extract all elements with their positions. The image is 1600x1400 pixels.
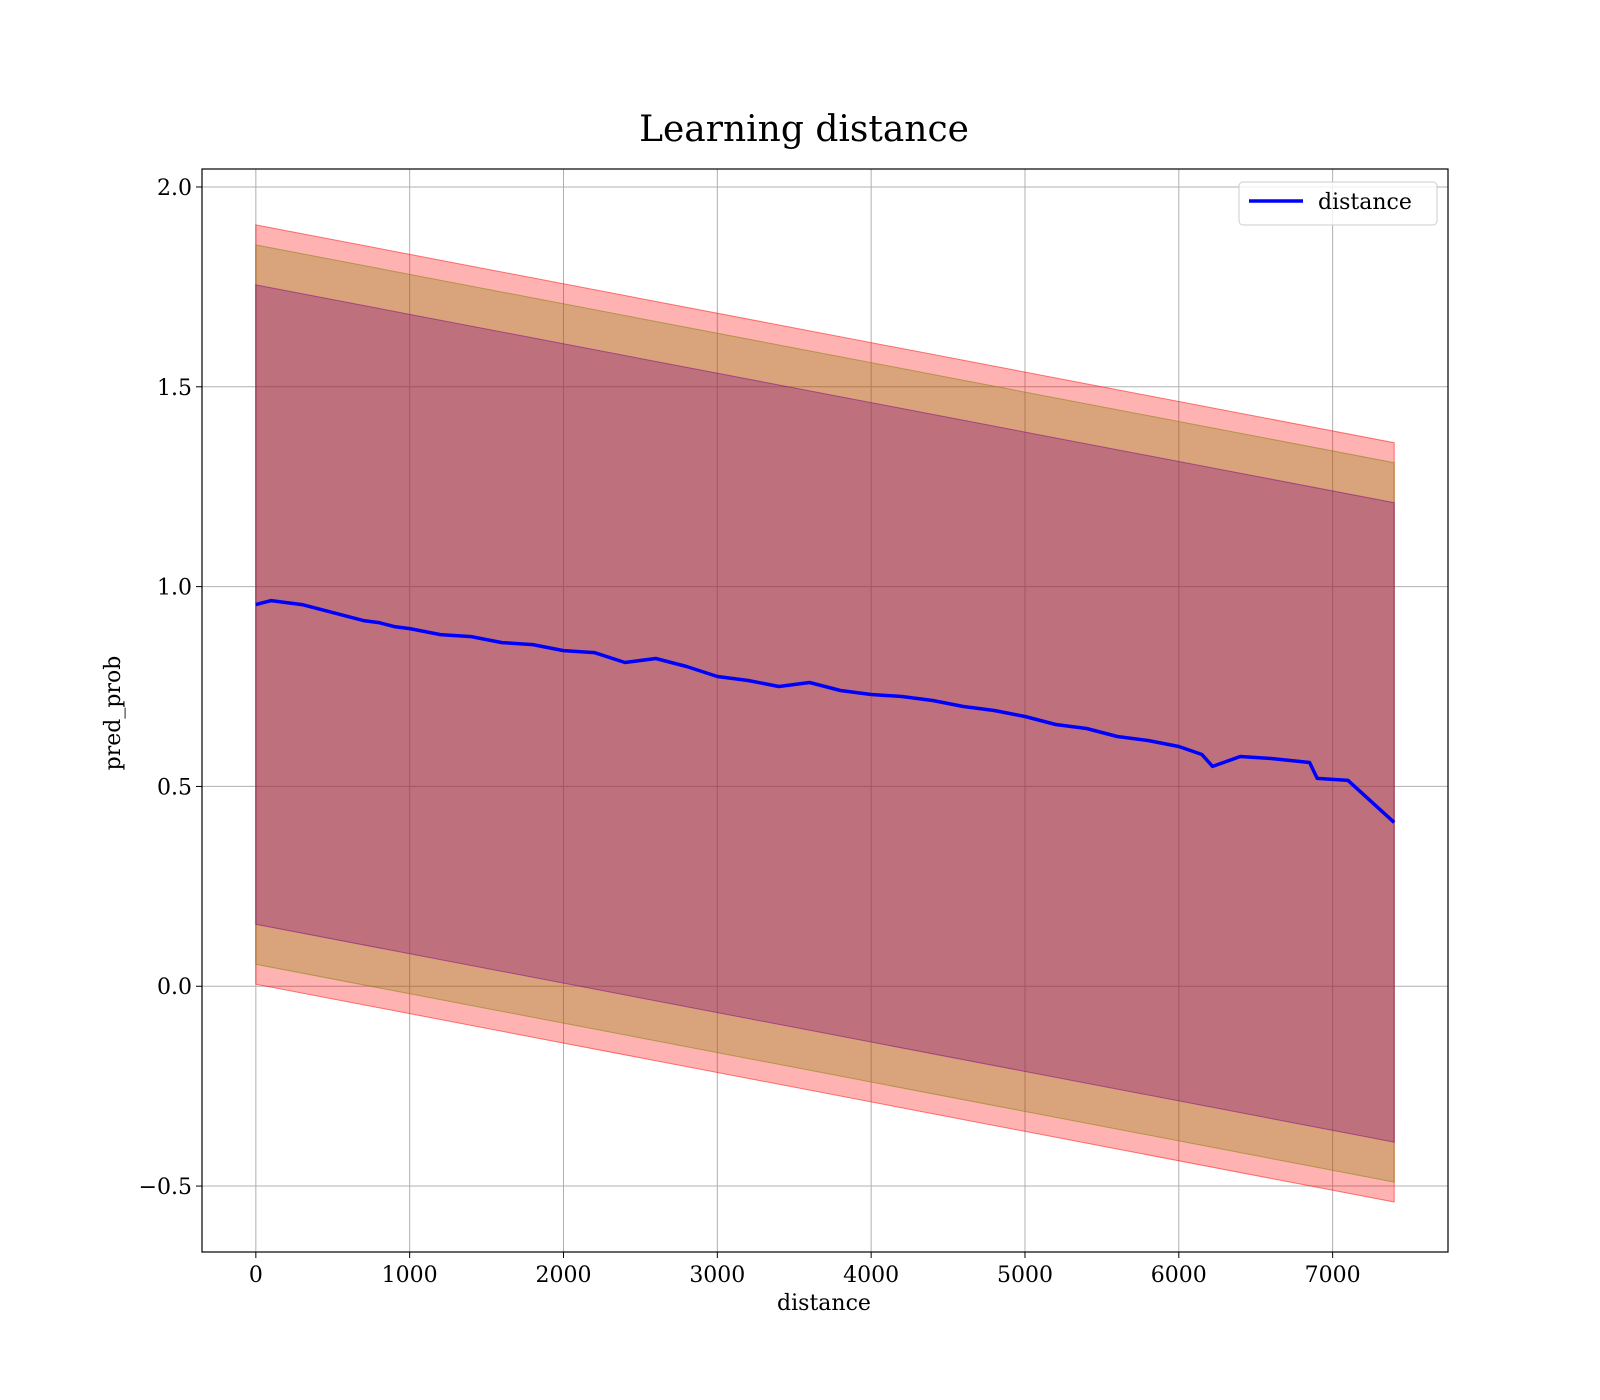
x-tick-label: 7000 <box>1305 1263 1361 1288</box>
series-line-distance <box>255 598 1396 824</box>
legend-box <box>1238 181 1438 226</box>
x-axis-label: distance <box>777 1291 871 1316</box>
y-tick-label: 1.0 <box>157 576 192 601</box>
x-tick-label: 3000 <box>689 1263 745 1288</box>
y-tick-label: 0.5 <box>157 775 192 800</box>
x-tick-label: 2000 <box>535 1263 591 1288</box>
x-axis: 0 1000 2000 3000 4000 5000 6000 7000 <box>249 1252 1361 1288</box>
x-tick-label: 6000 <box>1151 1263 1207 1288</box>
band-2 <box>255 284 1395 1143</box>
y-tick-label: 1.5 <box>157 376 192 401</box>
x-tick-label: 5000 <box>997 1263 1053 1288</box>
chart-title: Learning distance <box>639 109 969 150</box>
y-axis: −0.5 0.0 0.5 1.0 1.5 2.0 <box>139 176 202 1200</box>
x-tick-label: 4000 <box>843 1263 899 1288</box>
y-tick-label: 2.0 <box>157 176 192 201</box>
x-tick-label: 0 <box>249 1263 263 1288</box>
legend-label-distance: distance <box>1318 190 1412 215</box>
y-tick-label: −0.5 <box>139 1175 192 1200</box>
confidence-bands <box>255 224 1395 1203</box>
y-axis-label: pred_prob <box>101 656 126 771</box>
legend: distance <box>1238 181 1438 226</box>
series-lines <box>255 598 1396 824</box>
x-tick-label: 1000 <box>382 1263 438 1288</box>
plot-frame <box>201 168 1449 1253</box>
y-tick-label: 0.0 <box>157 975 192 1000</box>
